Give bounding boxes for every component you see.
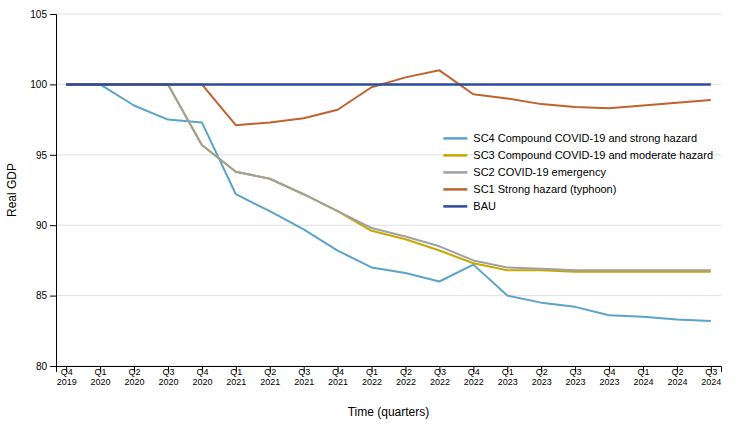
legend-entry: SC4 Compound COVID-19 and strong hazard [443,132,697,144]
legend: SC4 Compound COVID-19 and strong hazard S… [443,132,713,212]
legend-label: SC1 Strong hazard (typhoon) [473,183,616,195]
tick-label: 80 [36,361,48,372]
tick: 90 [36,220,56,231]
tick-mark [50,84,56,85]
grid [56,14,721,366]
tick: Q12020 [91,366,111,387]
tick-label: Q22024 [667,367,687,387]
tick-label: Q42019 [57,367,77,387]
grid-line [56,295,721,296]
y-axis: 80 85 90 95 100 105 [30,9,56,372]
series-line [66,84,711,321]
tick-label: Q12023 [498,367,518,387]
tick: Q22022 [396,366,416,387]
series-line [66,84,711,270]
axis-line [57,367,722,373]
tick: Q42022 [464,366,484,387]
series-line [66,83,711,86]
tick-label: 90 [36,220,48,231]
legend-entry: SC1 Strong hazard (typhoon) [443,183,616,195]
tick: 100 [30,79,56,90]
tick-label: 105 [30,9,47,20]
legend-swatch [443,137,467,140]
legend-label: SC3 Compound COVID-19 and moderate hazar… [473,149,713,161]
y-axis-title: Real GDP [5,163,19,217]
tick: Q32023 [566,366,586,387]
tick-label: 100 [30,79,47,90]
chart: 80859095100105Q42019Q12020Q22020Q32020Q4… [0,0,737,426]
axis-line [50,15,57,367]
tick: 105 [30,9,56,20]
tick-label: Q42021 [328,367,348,387]
tick-label: Q22023 [532,367,552,387]
plot: 80859095100105Q42019Q12020Q22020Q32020Q4… [5,9,722,419]
tick: Q42019 [57,366,77,387]
tick-label: Q32023 [566,367,586,387]
legend-entry: SC3 Compound COVID-19 and moderate hazar… [443,149,713,161]
legend-label: BAU [473,200,496,212]
legend-swatch [443,171,467,174]
tick-label: Q32024 [701,367,721,387]
tick-label: Q22021 [260,367,280,387]
legend-swatch [443,188,467,191]
grid-line [56,225,721,226]
tick: 80 [36,361,56,372]
tick-mark [50,296,56,297]
legend-swatch [443,205,467,208]
tick-mark [50,14,56,15]
tick-label: Q32022 [430,367,450,387]
tick-label: Q42023 [600,367,620,387]
grid-line [56,84,721,85]
tick: Q12023 [498,366,518,387]
tick-label: Q22022 [396,367,416,387]
series-line [66,84,711,271]
tick-label: Q32020 [158,367,178,387]
lines [66,70,711,321]
tick: Q32024 [701,366,721,387]
tick: Q22021 [260,366,280,387]
legend-label: SC2 COVID-19 emergency [473,166,606,178]
legend-entry: SC2 COVID-19 emergency [443,166,606,178]
tick-label: Q42022 [464,367,484,387]
tick-label: Q12021 [226,367,246,387]
tick-label: Q22020 [125,367,145,387]
tick-label: Q32021 [294,367,314,387]
tick-mark [50,225,56,226]
tick-label: Q42020 [192,367,212,387]
tick-label: 95 [36,150,48,161]
tick: Q22020 [125,366,145,387]
tick: 85 [36,290,56,301]
series-line [66,70,711,125]
tick-mark [50,366,56,367]
tick: 95 [36,150,56,161]
tick-label: Q12022 [362,367,382,387]
tick: Q32020 [158,366,178,387]
tick-mark [50,155,56,156]
x-axis: Q42019 Q12020 Q22020 Q32020 Q42020 Q12021 Q220… [57,366,722,387]
tick: Q42021 [328,366,348,387]
legend-label: SC4 Compound COVID-19 and strong hazard [473,132,697,144]
tick: Q32021 [294,366,314,387]
tick-label: 85 [36,290,48,301]
tick-label: Q12024 [633,367,653,387]
tick-label: Q12020 [91,367,111,387]
tick: Q32022 [430,366,450,387]
grid-line [56,14,721,15]
legend-swatch [443,154,467,157]
tick: Q12024 [633,366,653,387]
tick: Q42023 [600,366,620,387]
tick: Q12021 [226,366,246,387]
x-axis-title: Time (quarters) [348,405,430,419]
tick: Q22024 [667,366,687,387]
tick: Q42020 [192,366,212,387]
tick: Q22023 [532,366,552,387]
tick: Q12022 [362,366,382,387]
legend-entry: BAU [443,200,496,212]
